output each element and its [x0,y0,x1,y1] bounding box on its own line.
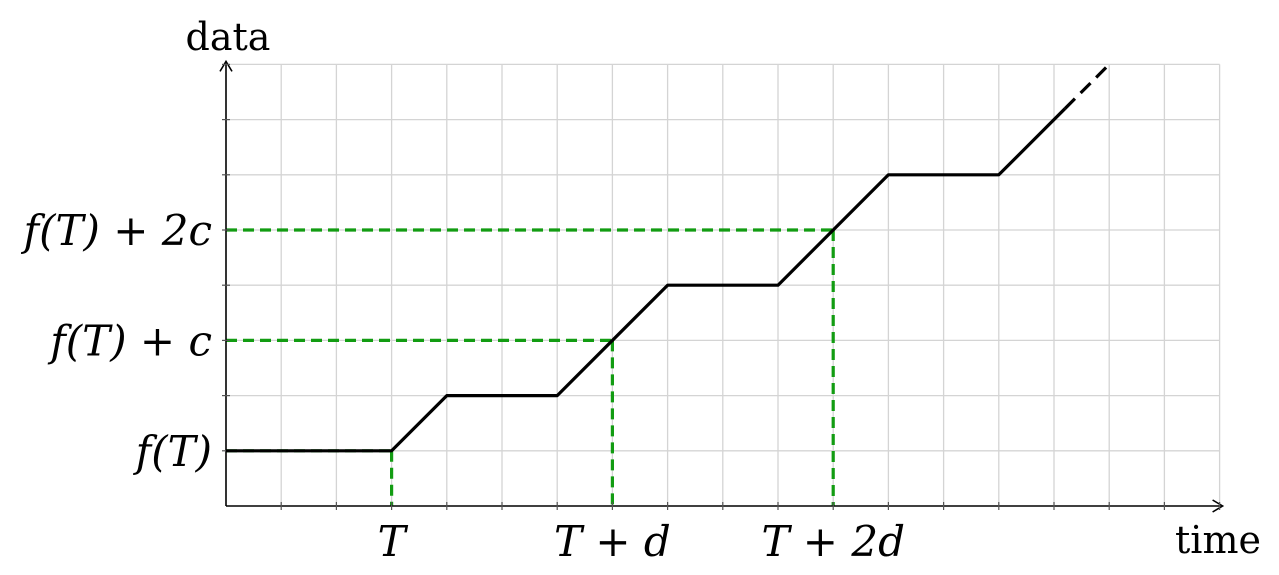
grid [226,63,1221,506]
y-tick-label: f(T) + 2c [21,206,212,255]
y-tick-label: f(T) [133,427,212,476]
series-line [226,107,1067,453]
x-axis-title: time [1175,518,1261,562]
axes [219,59,1225,513]
x-tick-label: T + d [554,517,671,566]
tick-labels: T T + d T + 2d f(T) f(T) + c f(T) + 2c [21,206,905,566]
x-axis-arrow [1212,499,1225,513]
guide-lines [226,228,835,506]
y-tick-label: f(T) + c [47,316,212,365]
y-axis-title: data [186,15,271,59]
x-tick-label: T [378,517,409,566]
series-lines [226,63,1111,453]
series-line-continuation [1063,63,1111,110]
y-axis-arrow [219,59,233,72]
x-tick-label: T + 2d [761,517,905,566]
